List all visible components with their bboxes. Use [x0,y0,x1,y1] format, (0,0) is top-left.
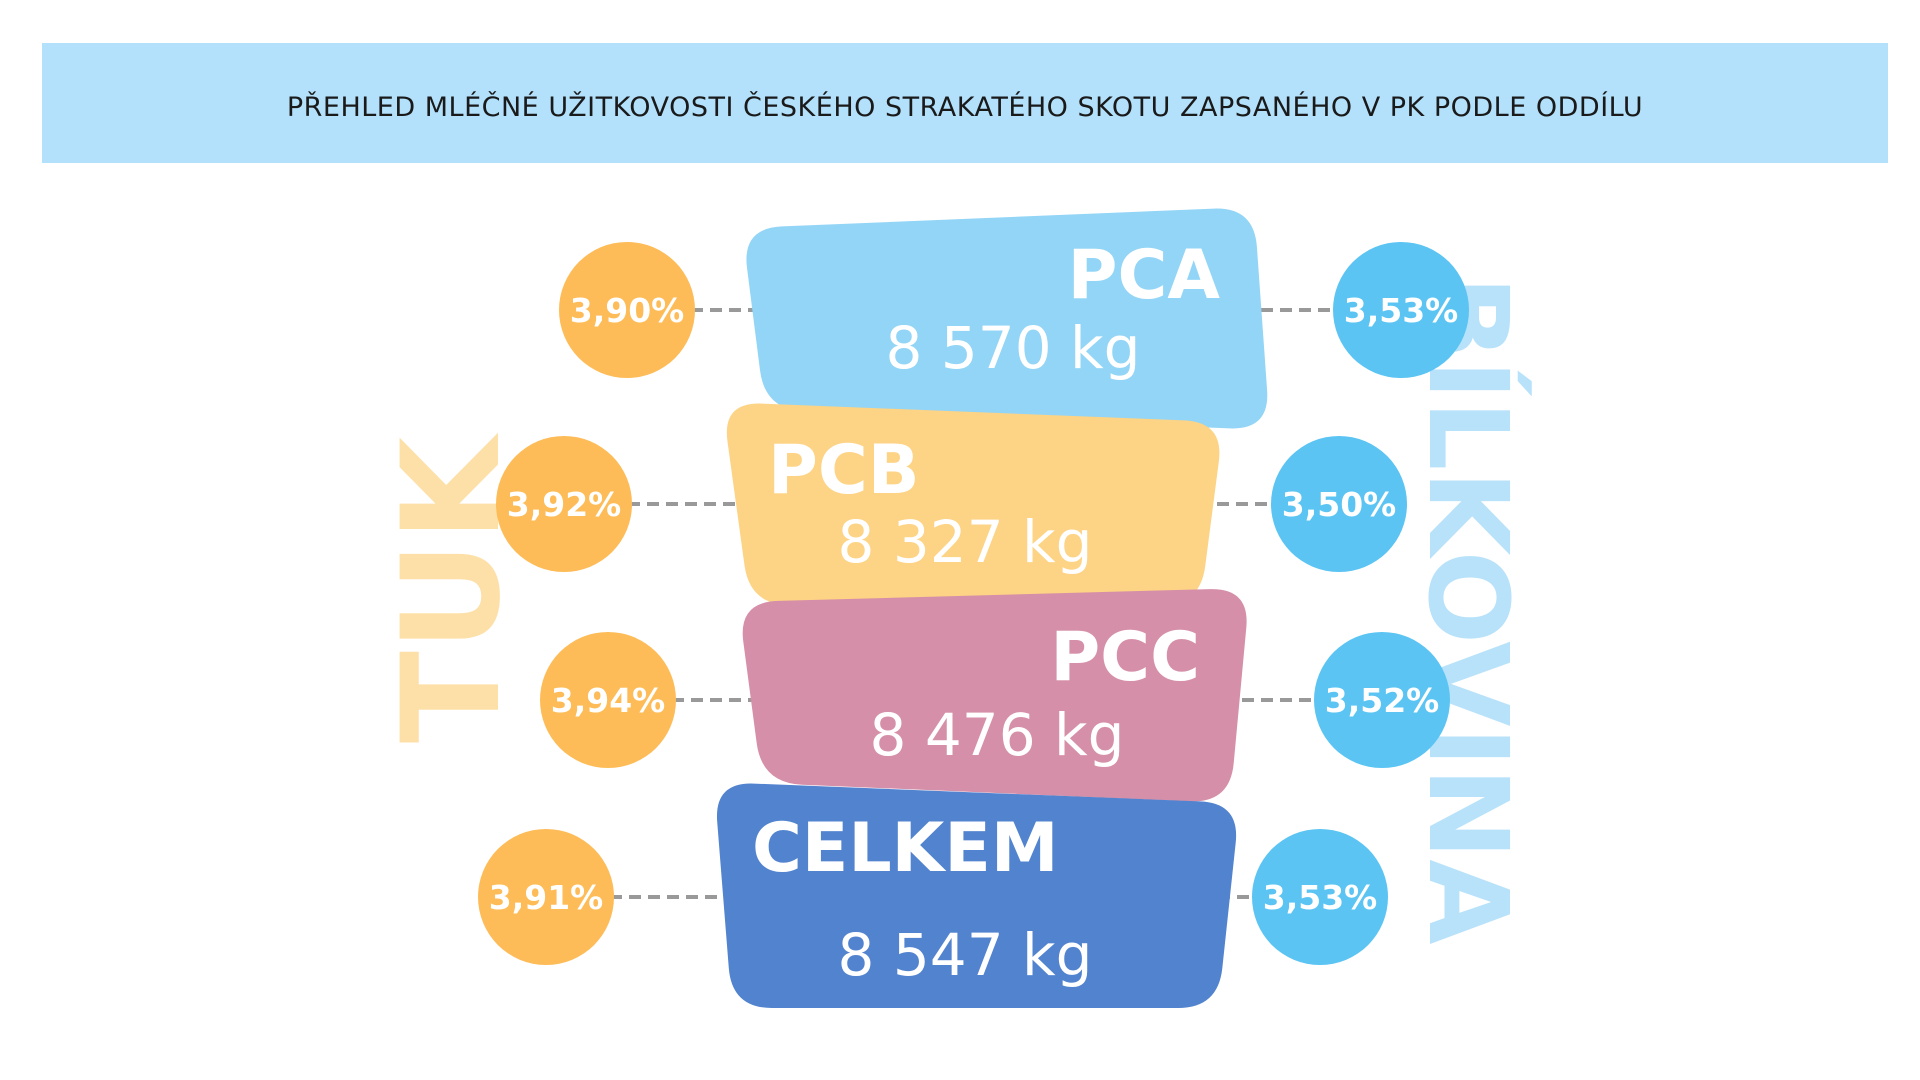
section-shape-celkem [716,783,1237,1008]
fat-value-pca: 3,90% [570,291,685,330]
protein-circle-pcc [1314,632,1450,768]
fat-value-pcb: 3,92% [507,485,622,524]
section-name-pca: PCA [1068,236,1221,315]
protein-value-pcb: 3,50% [1282,485,1397,524]
protein-value-pca: 3,53% [1344,291,1459,330]
section-name-pcb: PCB [768,431,920,510]
fat-value-celkem: 3,91% [489,878,604,917]
protein-value-pcc: 3,52% [1325,681,1440,720]
section-shape-pca [746,208,1268,429]
milk-yield-pca: 8 570 kg [886,314,1141,382]
protein-circle-celkem [1252,829,1388,965]
milk-yield-pcc: 8 476 kg [870,701,1125,769]
milk-yield-celkem: 8 547 kg [838,921,1093,989]
title-banner: PŘEHLED MLÉČNÉ UŽITKOVOSTI ČESKÉHO STRAK… [42,43,1888,163]
milk-yield-pcb: 8 327 kg [838,508,1093,576]
section-name-pcc: PCC [1050,618,1200,697]
protein-value-celkem: 3,53% [1263,878,1378,917]
fat-circle-celkem [478,829,614,965]
section-name-celkem: CELKEM [752,809,1059,888]
fat-circle-pcb [496,436,632,572]
fat-circle-pca [559,242,695,378]
section-shape-pcb [726,403,1220,606]
protein-circle-pca [1333,242,1469,378]
section-shape-pcc [742,589,1247,802]
protein-axis-label: BÍLKOVINA [1404,276,1533,945]
protein-circle-pcb [1271,436,1407,572]
fat-value-pcc: 3,94% [551,681,666,720]
fat-circle-pcc [540,632,676,768]
page-title: PŘEHLED MLÉČNÉ UŽITKOVOSTI ČESKÉHO STRAK… [286,91,1644,123]
